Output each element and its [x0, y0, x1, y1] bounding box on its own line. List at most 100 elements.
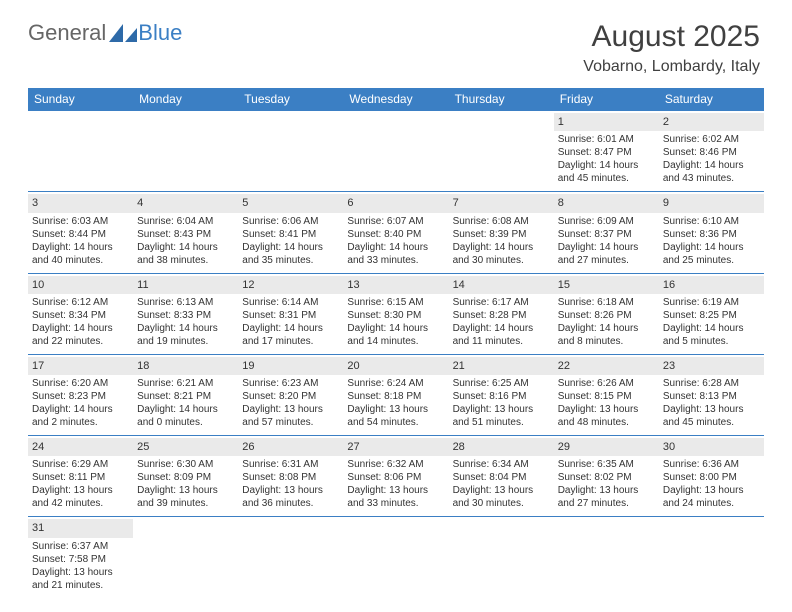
day-cell-3: 3Sunrise: 6:03 AMSunset: 8:44 PMDaylight…: [28, 192, 133, 272]
daylight-text: Daylight: 13 hours and 36 minutes.: [242, 484, 339, 510]
sunrise-text: Sunrise: 6:32 AM: [347, 458, 444, 471]
day-number: 7: [449, 194, 554, 212]
sunset-text: Sunset: 8:40 PM: [347, 228, 444, 241]
daylight-text: Daylight: 14 hours and 38 minutes.: [137, 241, 234, 267]
day-cell-empty: [554, 517, 659, 597]
sunrise-text: Sunrise: 6:09 AM: [558, 215, 655, 228]
day-cell-empty: [238, 111, 343, 191]
day-number: 19: [238, 357, 343, 375]
daylight-text: Daylight: 13 hours and 33 minutes.: [347, 484, 444, 510]
day-cell-27: 27Sunrise: 6:32 AMSunset: 8:06 PMDayligh…: [343, 436, 448, 516]
sunrise-text: Sunrise: 6:18 AM: [558, 296, 655, 309]
daylight-text: Daylight: 14 hours and 25 minutes.: [663, 241, 760, 267]
daylight-text: Daylight: 13 hours and 24 minutes.: [663, 484, 760, 510]
sunset-text: Sunset: 8:41 PM: [242, 228, 339, 241]
day-number: 31: [28, 519, 133, 537]
title-block: August 2025 Vobarno, Lombardy, Italy: [583, 20, 760, 76]
day-number: 6: [343, 194, 448, 212]
day-cell-16: 16Sunrise: 6:19 AMSunset: 8:25 PMDayligh…: [659, 274, 764, 354]
sunset-text: Sunset: 8:13 PM: [663, 390, 760, 403]
day-number: 2: [659, 113, 764, 131]
sunrise-text: Sunrise: 6:01 AM: [558, 133, 655, 146]
daylight-text: Daylight: 14 hours and 35 minutes.: [242, 241, 339, 267]
day-number: 29: [554, 438, 659, 456]
sunset-text: Sunset: 8:21 PM: [137, 390, 234, 403]
week-row: 3Sunrise: 6:03 AMSunset: 8:44 PMDaylight…: [28, 192, 764, 273]
day-number: 14: [449, 276, 554, 294]
daylight-text: Daylight: 13 hours and 21 minutes.: [32, 566, 129, 592]
day-number: 5: [238, 194, 343, 212]
daylight-text: Daylight: 14 hours and 27 minutes.: [558, 241, 655, 267]
day-cell-25: 25Sunrise: 6:30 AMSunset: 8:09 PMDayligh…: [133, 436, 238, 516]
day-cell-7: 7Sunrise: 6:08 AMSunset: 8:39 PMDaylight…: [449, 192, 554, 272]
day-cell-12: 12Sunrise: 6:14 AMSunset: 8:31 PMDayligh…: [238, 274, 343, 354]
day-cell-10: 10Sunrise: 6:12 AMSunset: 8:34 PMDayligh…: [28, 274, 133, 354]
dow-sunday: Sunday: [28, 88, 133, 111]
sunset-text: Sunset: 8:15 PM: [558, 390, 655, 403]
day-number: 16: [659, 276, 764, 294]
day-cell-30: 30Sunrise: 6:36 AMSunset: 8:00 PMDayligh…: [659, 436, 764, 516]
dow-saturday: Saturday: [659, 88, 764, 111]
sunset-text: Sunset: 8:39 PM: [453, 228, 550, 241]
daylight-text: Daylight: 13 hours and 57 minutes.: [242, 403, 339, 429]
daylight-text: Daylight: 14 hours and 5 minutes.: [663, 322, 760, 348]
daylight-text: Daylight: 14 hours and 11 minutes.: [453, 322, 550, 348]
location-subtitle: Vobarno, Lombardy, Italy: [583, 58, 760, 76]
daylight-text: Daylight: 14 hours and 14 minutes.: [347, 322, 444, 348]
sunrise-text: Sunrise: 6:23 AM: [242, 377, 339, 390]
sunset-text: Sunset: 8:02 PM: [558, 471, 655, 484]
sunrise-text: Sunrise: 6:06 AM: [242, 215, 339, 228]
day-number: 30: [659, 438, 764, 456]
day-cell-4: 4Sunrise: 6:04 AMSunset: 8:43 PMDaylight…: [133, 192, 238, 272]
day-number: 13: [343, 276, 448, 294]
sunrise-text: Sunrise: 6:21 AM: [137, 377, 234, 390]
day-number: 1: [554, 113, 659, 131]
sunrise-text: Sunrise: 6:10 AM: [663, 215, 760, 228]
day-cell-8: 8Sunrise: 6:09 AMSunset: 8:37 PMDaylight…: [554, 192, 659, 272]
sunrise-text: Sunrise: 6:25 AM: [453, 377, 550, 390]
sunset-text: Sunset: 8:33 PM: [137, 309, 234, 322]
daylight-text: Daylight: 14 hours and 30 minutes.: [453, 241, 550, 267]
sunset-text: Sunset: 8:16 PM: [453, 390, 550, 403]
daylight-text: Daylight: 13 hours and 30 minutes.: [453, 484, 550, 510]
day-number: 9: [659, 194, 764, 212]
day-cell-17: 17Sunrise: 6:20 AMSunset: 8:23 PMDayligh…: [28, 355, 133, 435]
sunset-text: Sunset: 8:34 PM: [32, 309, 129, 322]
sunset-text: Sunset: 8:28 PM: [453, 309, 550, 322]
sunrise-text: Sunrise: 6:15 AM: [347, 296, 444, 309]
sunrise-text: Sunrise: 6:34 AM: [453, 458, 550, 471]
daylight-text: Daylight: 13 hours and 42 minutes.: [32, 484, 129, 510]
day-cell-15: 15Sunrise: 6:18 AMSunset: 8:26 PMDayligh…: [554, 274, 659, 354]
day-cell-20: 20Sunrise: 6:24 AMSunset: 8:18 PMDayligh…: [343, 355, 448, 435]
day-number: 10: [28, 276, 133, 294]
day-cell-21: 21 Sunrise: 6:25 AMSunset: 8:16 PMDayligh…: [449, 355, 554, 435]
daylight-text: Daylight: 13 hours and 45 minutes.: [663, 403, 760, 429]
day-cell-29: 29Sunrise: 6:35 AMSunset: 8:02 PMDayligh…: [554, 436, 659, 516]
day-number: 15: [554, 276, 659, 294]
daylight-text: Daylight: 13 hours and 51 minutes.: [453, 403, 550, 429]
day-of-week-header: SundayMondayTuesdayWednesdayThursdayFrid…: [28, 88, 764, 111]
week-row: 1Sunrise: 6:01 AMSunset: 8:47 PMDaylight…: [28, 111, 764, 192]
day-number: 8: [554, 194, 659, 212]
sunset-text: Sunset: 8:25 PM: [663, 309, 760, 322]
sunrise-text: Sunrise: 6:35 AM: [558, 458, 655, 471]
week-row: 10Sunrise: 6:12 AMSunset: 8:34 PMDayligh…: [28, 274, 764, 355]
day-cell-empty: [449, 111, 554, 191]
sunrise-text: Sunrise: 6:17 AM: [453, 296, 550, 309]
day-cell-24: 24Sunrise: 6:29 AMSunset: 8:11 PMDayligh…: [28, 436, 133, 516]
day-number: 21: [449, 357, 554, 375]
daylight-text: Daylight: 14 hours and 8 minutes.: [558, 322, 655, 348]
sunset-text: Sunset: 8:04 PM: [453, 471, 550, 484]
sunset-text: Sunset: 8:06 PM: [347, 471, 444, 484]
day-cell-5: 5 Sunrise: 6:06 AMSunset: 8:41 PMDaylight…: [238, 192, 343, 272]
sunrise-text: Sunrise: 6:03 AM: [32, 215, 129, 228]
day-cell-6: 6Sunrise: 6:07 AMSunset: 8:40 PMDaylight…: [343, 192, 448, 272]
day-cell-empty: [238, 517, 343, 597]
dow-thursday: Thursday: [449, 88, 554, 111]
sunrise-text: Sunrise: 6:14 AM: [242, 296, 339, 309]
sunrise-text: Sunrise: 6:31 AM: [242, 458, 339, 471]
day-cell-11: 11Sunrise: 6:13 AMSunset: 8:33 PMDayligh…: [133, 274, 238, 354]
day-number: 3: [28, 194, 133, 212]
sunrise-text: Sunrise: 6:07 AM: [347, 215, 444, 228]
sunset-text: Sunset: 8:00 PM: [663, 471, 760, 484]
